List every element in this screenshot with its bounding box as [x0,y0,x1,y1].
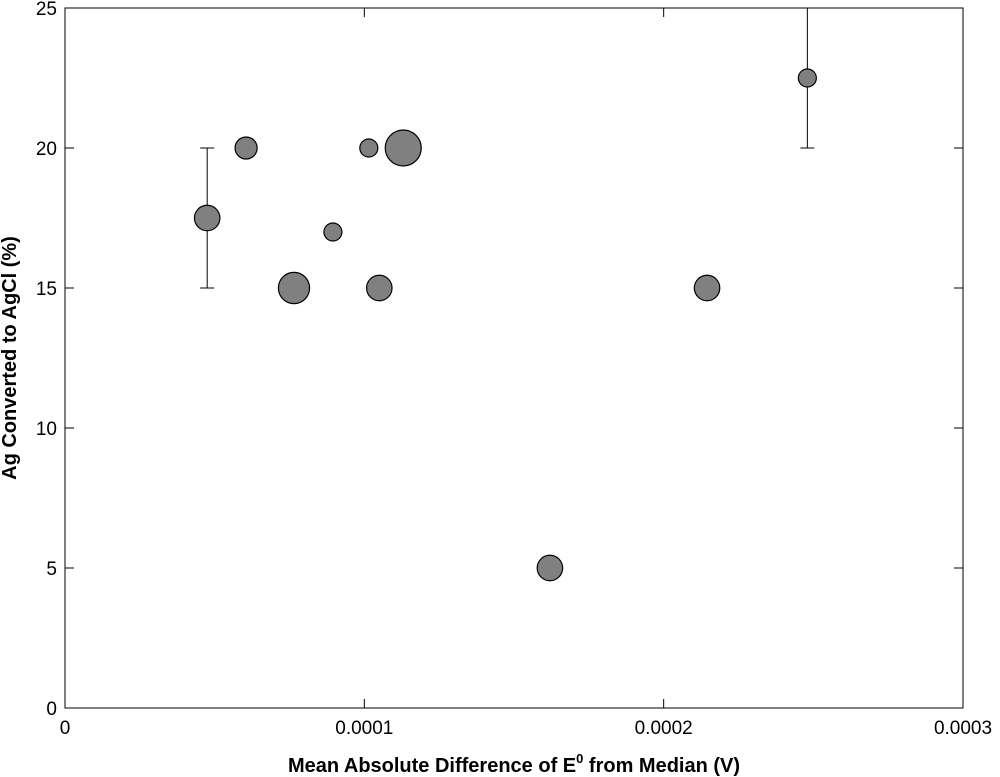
axis-ticks: 0 0.0001 0.0002 0.0003 0 5 10 15 20 25 [36,0,992,739]
data-point [536,554,564,582]
data-points [193,68,817,582]
data-point [234,136,258,160]
y-axis-label: Ag Converted to AgCl (%) [0,236,21,480]
x-tick-label: 0.0001 [335,718,393,739]
y-tick-label: 15 [36,279,57,300]
plot-frame [64,7,964,709]
data-point [365,274,393,302]
x-axis-label-superscript: 0 [576,751,583,766]
x-axis-label-tail: from Median (V) [583,755,740,777]
x-tick-label: 0.0002 [635,718,693,739]
y-tick-label: 25 [36,0,57,20]
data-point [193,204,221,232]
data-point [359,138,379,158]
y-tick-label: 0 [46,699,57,720]
data-point [797,68,817,88]
x-tick-label: 0.0003 [934,718,992,739]
data-point [693,274,721,302]
x-axis-label-main: Mean Absolute Difference of E [288,755,576,777]
y-tick-label: 5 [46,559,57,580]
error-bars [200,7,815,289]
y-tick-label: 20 [36,139,57,160]
data-point [323,222,343,242]
x-tick-label: 0 [60,718,71,739]
data-point [384,129,422,167]
data-point [277,271,311,305]
y-tick-label: 10 [36,419,57,440]
x-axis-label: Mean Absolute Difference of E0 from Medi… [288,751,740,777]
